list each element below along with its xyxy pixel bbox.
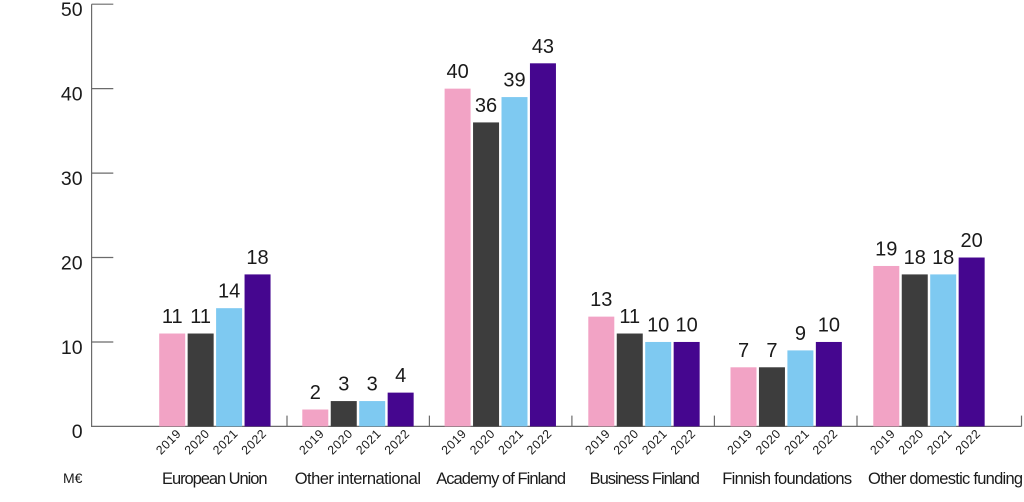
svg-text:10: 10 xyxy=(647,314,669,336)
svg-text:M€: M€ xyxy=(63,470,83,486)
svg-text:30: 30 xyxy=(61,168,83,190)
svg-text:13: 13 xyxy=(590,289,612,311)
svg-text:9: 9 xyxy=(795,323,806,345)
svg-text:40: 40 xyxy=(446,61,468,83)
svg-text:11: 11 xyxy=(162,306,183,328)
svg-text:3: 3 xyxy=(367,374,378,396)
svg-text:Finnish foundations: Finnish foundations xyxy=(722,470,852,488)
svg-text:4: 4 xyxy=(395,365,406,387)
svg-text:Other domestic funding: Other domestic funding xyxy=(868,470,1023,488)
svg-text:3: 3 xyxy=(338,374,349,396)
svg-text:43: 43 xyxy=(532,36,554,58)
svg-text:2: 2 xyxy=(310,382,321,404)
svg-text:39: 39 xyxy=(503,70,525,92)
svg-text:10: 10 xyxy=(676,314,698,336)
svg-text:Other international: Other international xyxy=(295,470,421,488)
svg-text:Academy of Finland: Academy of Finland xyxy=(436,470,566,488)
svg-text:50: 50 xyxy=(61,0,83,21)
svg-text:19: 19 xyxy=(875,238,897,260)
svg-text:18: 18 xyxy=(246,247,268,269)
svg-text:7: 7 xyxy=(766,340,777,362)
svg-text:Business Finland: Business Finland xyxy=(590,470,700,488)
svg-text:10: 10 xyxy=(61,337,83,359)
svg-text:18: 18 xyxy=(932,247,954,269)
svg-text:7: 7 xyxy=(738,340,749,362)
svg-text:40: 40 xyxy=(61,83,83,105)
svg-text:11: 11 xyxy=(619,306,640,328)
svg-text:10: 10 xyxy=(818,314,840,336)
svg-text:11: 11 xyxy=(190,306,211,328)
svg-text:18: 18 xyxy=(904,247,926,269)
svg-text:36: 36 xyxy=(475,95,497,117)
svg-text:20: 20 xyxy=(61,252,83,274)
svg-text:20: 20 xyxy=(961,230,983,252)
svg-text:0: 0 xyxy=(72,421,83,443)
svg-text:14: 14 xyxy=(218,281,240,303)
svg-text:European Union: European Union xyxy=(162,470,268,488)
